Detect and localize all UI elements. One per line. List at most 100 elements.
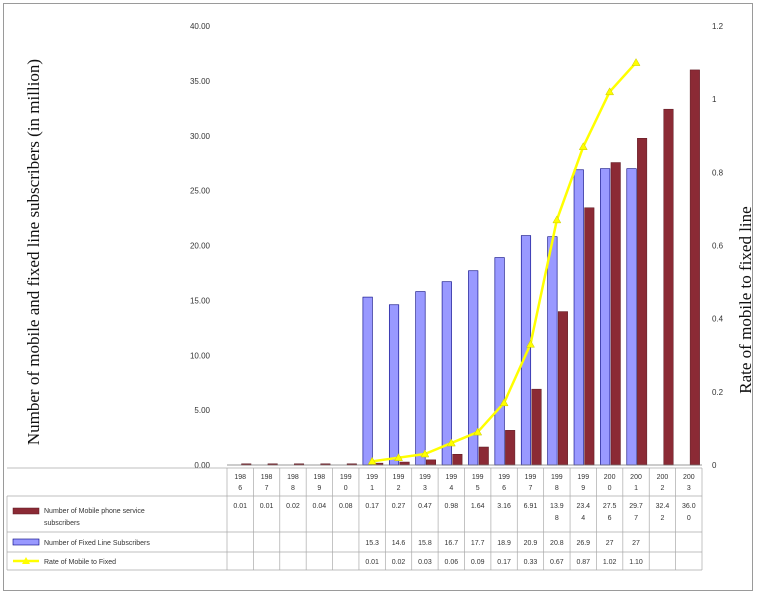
category-label: 199 xyxy=(340,474,352,481)
category-label: 200 xyxy=(630,474,642,481)
table-cell-value: 20.9 xyxy=(524,540,538,547)
left-tick-label: 5.00 xyxy=(194,406,210,415)
table-cell-value: 0.01 xyxy=(260,503,274,510)
table-cell-value: 27 xyxy=(606,540,614,547)
fixed-line-bar xyxy=(573,169,584,466)
legend-key-rate-marker xyxy=(22,557,30,564)
category-label: 198 xyxy=(261,474,273,481)
rate-marker xyxy=(631,58,641,66)
table-cell-value: 2 xyxy=(660,515,664,522)
table-cell-value: 3.16 xyxy=(497,503,511,510)
left-tick-label: 40.00 xyxy=(190,22,211,31)
rate-marker xyxy=(605,87,615,96)
category-label: 2 xyxy=(397,485,401,492)
table-cell-value: 0.01 xyxy=(233,503,247,510)
category-label: 200 xyxy=(657,474,669,481)
right-tick-label: 1.2 xyxy=(712,22,724,31)
category-label: 7 xyxy=(265,485,269,492)
left-tick-label: 35.00 xyxy=(190,77,211,86)
right-tick-label: 0.8 xyxy=(712,168,724,177)
legend-key-fixed-line xyxy=(12,538,40,546)
table-cell-value: 0.17 xyxy=(365,503,379,510)
mobile-bar xyxy=(610,162,621,466)
category-label: 1 xyxy=(370,485,374,492)
category-label: 4 xyxy=(449,485,453,492)
rate-marker xyxy=(552,215,562,224)
table-cell-value: 0.67 xyxy=(550,559,564,566)
table-cell-value: 17.7 xyxy=(471,540,485,547)
category-label: 199 xyxy=(366,474,378,481)
table-cell-value: 27 xyxy=(632,540,640,547)
rate-marker xyxy=(526,339,535,348)
category-label: 3 xyxy=(423,485,427,492)
table-cell-value: 7 xyxy=(634,515,638,522)
table-cell-value: 15.3 xyxy=(365,540,379,547)
rate-marker xyxy=(473,427,483,436)
table-cell-value: 0.06 xyxy=(444,559,458,566)
category-label: 199 xyxy=(498,474,510,481)
rate-marker xyxy=(367,456,377,465)
table-cell-value: 23.4 xyxy=(576,503,590,510)
mobile-bar xyxy=(531,388,542,466)
left-tick-label: 20.00 xyxy=(190,242,211,251)
mobile-bar xyxy=(557,311,568,466)
table-cell-value: 0.87 xyxy=(576,559,590,566)
right-axis-title: Rate of mobile to fixed line xyxy=(736,206,755,394)
left-tick-label: 10.00 xyxy=(190,351,211,360)
table-cell-value: 0.02 xyxy=(286,503,300,510)
mobile-bar xyxy=(478,446,489,466)
category-label: 198 xyxy=(314,474,326,481)
table-cell-value: 13.9 xyxy=(550,503,564,510)
fixed-line-bar xyxy=(362,296,373,466)
rate-marker xyxy=(578,142,588,150)
table-cell-value: 0.01 xyxy=(365,559,379,566)
legend-label-rate: Rate of Mobile to Fixed xyxy=(44,559,116,566)
category-label: 7 xyxy=(529,485,533,492)
table-cell-value: 6.91 xyxy=(524,503,538,510)
left-tick-label: 0.00 xyxy=(194,461,210,470)
category-label: 198 xyxy=(234,474,246,481)
table-cell-value: 0.27 xyxy=(392,503,406,510)
table-cell-value: 16.7 xyxy=(444,540,458,547)
rate-marker xyxy=(394,453,403,461)
right-tick-label: 0.6 xyxy=(712,242,724,251)
fixed-line-bar xyxy=(441,281,452,466)
fixed-line-bar xyxy=(600,168,611,466)
fixed-line-bar xyxy=(626,168,637,466)
table-cell-value: 36.0 xyxy=(682,503,696,510)
table-cell-value: 32.4 xyxy=(656,503,670,510)
left-tick-label: 30.00 xyxy=(190,132,211,141)
mobile-bar xyxy=(663,108,674,466)
table-cell-value: 15.8 xyxy=(418,540,432,547)
table-cell-value: 0.33 xyxy=(524,559,538,566)
category-label: 1 xyxy=(634,485,638,492)
category-label: 0 xyxy=(608,485,612,492)
category-label: 200 xyxy=(604,474,616,481)
legend-label-mobile: subscribers xyxy=(44,520,80,527)
fixed-line-bar xyxy=(415,291,426,466)
mobile-bar xyxy=(689,69,700,466)
left-tick-label: 25.00 xyxy=(190,187,211,196)
table-cell-value: 29.7 xyxy=(629,503,643,510)
legend-key-mobile xyxy=(12,507,40,515)
category-label: 6 xyxy=(238,485,242,492)
rate-marker xyxy=(420,449,430,458)
legend-label-mobile: Number of Mobile phone service xyxy=(44,508,145,515)
category-label: 2 xyxy=(660,485,664,492)
table-cell-value: 26.9 xyxy=(576,540,590,547)
category-label: 0 xyxy=(344,485,348,492)
right-tick-label: 1 xyxy=(712,95,717,104)
category-label: 199 xyxy=(525,474,537,481)
chart-frame: 0.00 5.00 10.00 15.00 20.00 25.00 30.00 35.00 40… xyxy=(3,3,755,591)
category-label: 6 xyxy=(502,485,506,492)
table-cell-value: 14.6 xyxy=(392,540,406,547)
left-axis-title: Number of mobile and fixed line subscrib… xyxy=(24,58,43,446)
rate-marker xyxy=(446,438,456,447)
category-label: 9 xyxy=(317,485,321,492)
mobile-bar xyxy=(452,453,463,466)
right-tick-label: 0 xyxy=(712,461,717,470)
category-label: 200 xyxy=(683,474,695,481)
fixed-line-bar xyxy=(547,236,558,466)
table-cell-value: 0.47 xyxy=(418,503,432,510)
combo-chart: 0.005.0010.0015.0020.0025.0030.0035.0040… xyxy=(6,22,724,571)
